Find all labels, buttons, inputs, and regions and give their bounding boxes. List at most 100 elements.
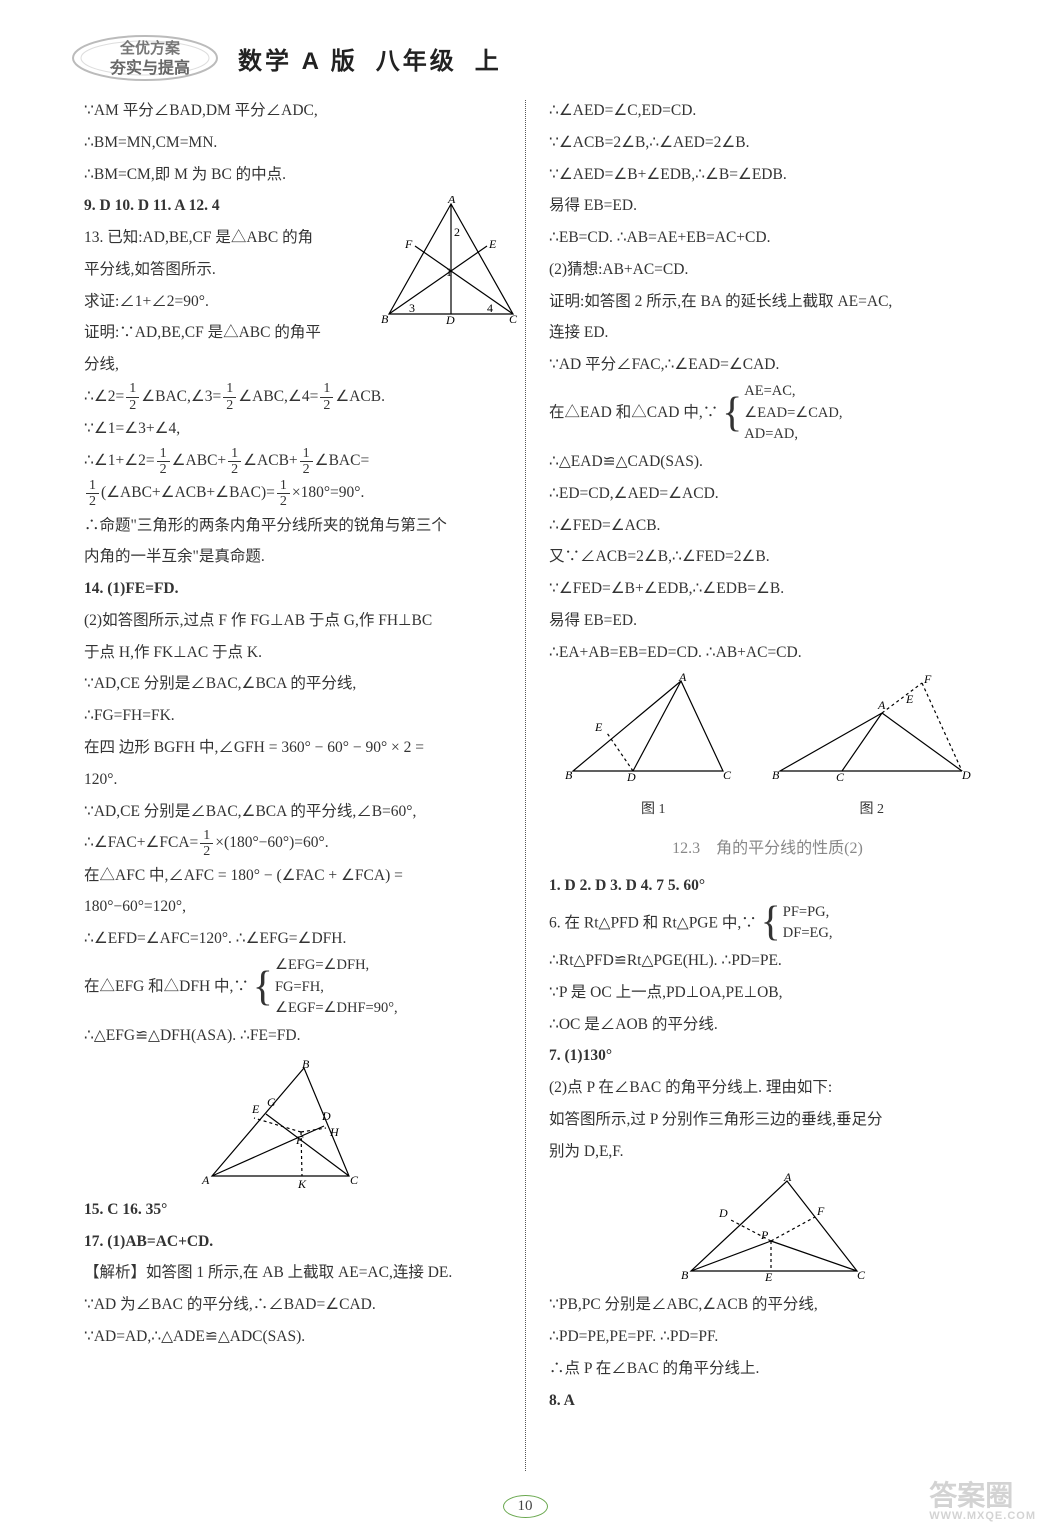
text-line: 易得 EB=ED. <box>549 190 986 222</box>
svg-text:A: A <box>877 698 886 712</box>
svg-text:1: 1 <box>446 265 452 279</box>
text-line: ∵AD 平分∠FAC,∴∠EAD=∠CAD. <box>549 349 986 381</box>
svg-text:D: D <box>718 1206 728 1220</box>
text-line: ∵∠FED=∠B+∠EDB,∴∠EDB=∠B. <box>549 573 986 605</box>
text-line: 14. (1)FE=FD. <box>84 573 521 605</box>
text-line: 在△EAD 和△CAD 中,∵ { AE=AC, ∠EAD=∠CAD, AD=A… <box>549 381 986 446</box>
svg-text:E: E <box>905 692 914 706</box>
figure-row-17: A B C D E 图 1 <box>549 673 986 825</box>
text-line: 连接 ED. <box>549 317 986 349</box>
text-line: ∵∠AED=∠B+∠EDB,∴∠B=∠EDB. <box>549 159 986 191</box>
text-line: ∴ED=CD,∠AED=∠ACD. <box>549 478 986 510</box>
text-line: ∵AD 为∠BAC 的平分线,∴∠BAD=∠CAD. <box>84 1289 521 1321</box>
text-line: ∵∠ACB=2∠B,∴∠AED=2∠B. <box>549 127 986 159</box>
text-line: ∴∠2=12∠BAC,∠3=12∠ABC,∠4=12∠ACB. <box>84 381 521 413</box>
text-line: ∵PB,PC 分别是∠ABC,∠ACB 的平分线, <box>549 1289 986 1321</box>
text-line: ∴EB=CD. ∴AB=AE+EB=AC+CD. <box>549 222 986 254</box>
svg-text:夯实与提高: 夯实与提高 <box>109 58 190 77</box>
figure-17-1: A B C D E <box>563 673 743 783</box>
text-line: 在四 边形 BGFH 中,∠GFH = 360° − 60° − 90° × 2… <box>84 732 521 764</box>
text-line: 180°−60°=120°, <box>84 891 521 923</box>
text-line: (2)猜想:AB+AC=CD. <box>549 254 986 286</box>
text-line: 17. (1)AB=AC+CD. <box>84 1226 521 1258</box>
text-line: 12(∠ABC+∠ACB+∠BAC)=12×180°=90°. <box>84 477 521 509</box>
text-line: ∵AM 平分∠BAD,DM 平分∠ADC, <box>84 95 521 127</box>
svg-text:D: D <box>445 313 455 326</box>
text-line: ∴OC 是∠AOB 的平分线. <box>549 1009 986 1041</box>
svg-text:E: E <box>251 1102 260 1116</box>
text-line: ∴EA+AB=EB=ED=CD. ∴AB+AC=CD. <box>549 637 986 669</box>
text-line: 证明:如答图 2 所示,在 BA 的延长线上截取 AE=AC, <box>549 286 986 318</box>
text-line: ∴∠FED=∠ACB. <box>549 510 986 542</box>
text-line: 9. D 10. D 11. A 12. 4 <box>84 190 381 222</box>
svg-text:B: B <box>302 1058 310 1071</box>
svg-text:E: E <box>764 1270 773 1283</box>
svg-text:C: C <box>836 770 845 783</box>
text-line: 易得 EB=ED. <box>549 605 986 637</box>
text-line: 7. (1)130° <box>549 1040 986 1072</box>
figure-17-2: A B C D E F <box>772 673 972 783</box>
text-line: 8. A <box>549 1385 986 1417</box>
text-line: 120°. <box>84 764 521 796</box>
text-line: ∴∠1+∠2=12∠ABC+12∠ACB+12∠BAC= <box>84 445 521 477</box>
watermark: 答案圈 WWW.MXQE.COM <box>929 1474 1036 1522</box>
page-number: 10 <box>0 1495 1050 1518</box>
text-line: ∵P 是 OC 上一点,PD⊥OA,PE⊥OB, <box>549 977 986 1009</box>
header-subject: 数学 A 版 <box>238 41 358 76</box>
text-line: 求证:∠1+∠2=90°. <box>84 286 381 318</box>
svg-text:F: F <box>923 673 932 686</box>
text-line: ∴命题"三角形的两条内角平分线所夹的锐角与第三个 <box>84 510 521 542</box>
text-line: ∴Rt△PFD≌Rt△PGE(HL). ∴PD=PE. <box>549 945 986 977</box>
watermark-text: 答案圈 <box>929 1480 1013 1511</box>
text-line: ∴FG=FH=FK. <box>84 700 521 732</box>
figure-caption: 图 2 <box>772 796 972 825</box>
text-line: ∴△EAD≌△CAD(SAS). <box>549 446 986 478</box>
text-line: 在△AFC 中,∠AFC = 180° − (∠FAC + ∠FCA) = <box>84 860 521 892</box>
text-line: ∴∠AED=∠C,ED=CD. <box>549 95 986 127</box>
text-line: (2)点 P 在∠BAC 的角平分线上. 理由如下: <box>549 1072 986 1104</box>
text-line: ∵∠1=∠3+∠4, <box>84 413 521 445</box>
text-line: 内角的一半互余"是真命题. <box>84 541 521 573</box>
svg-text:A: A <box>783 1173 792 1184</box>
figure-caption: 图 1 <box>563 796 743 825</box>
figure-q13: A B C D E F 1 2 3 4 <box>381 196 521 326</box>
svg-text:3: 3 <box>409 301 415 315</box>
svg-text:全优方案: 全优方案 <box>119 39 181 57</box>
watermark-url: WWW.MXQE.COM <box>929 1510 1036 1522</box>
header-grade: 八年级 <box>376 41 457 76</box>
text-line: 6. 在 Rt△PFD 和 Rt△PGE 中,∵ { PF=PG, DF=EG, <box>549 902 986 946</box>
text-line: ∴BM=CM,即 M 为 BC 的中点. <box>84 159 521 191</box>
header-term: 上 <box>475 41 502 76</box>
text-line: 在△EFG 和△DFH 中,∵ { ∠EFG=∠DFH, FG=FH, ∠EGF… <box>84 955 521 1020</box>
svg-text:B: B <box>381 312 389 326</box>
right-column: ∴∠AED=∠C,ED=CD. ∵∠ACB=2∠B,∴∠AED=2∠B. ∵∠A… <box>535 95 992 1481</box>
left-column: ∵AM 平分∠BAD,DM 平分∠ADC, ∴BM=MN,CM=MN. ∴BM=… <box>78 95 535 1481</box>
text-line: 分线, <box>84 349 381 381</box>
text-line: 平分线,如答图所示. <box>84 254 381 286</box>
text-line: 于点 H,作 FK⊥AC 于点 K. <box>84 637 521 669</box>
svg-text:C: C <box>723 768 732 782</box>
text-line: 【解析】如答图 1 所示,在 AB 上截取 AE=AC,连接 DE. <box>84 1257 521 1289</box>
svg-text:F: F <box>295 1133 304 1147</box>
svg-text:F: F <box>404 237 413 251</box>
text-line: ∴PD=PE,PE=PF. ∴PD=PF. <box>549 1321 986 1353</box>
svg-text:B: B <box>772 768 780 782</box>
text-line: 如答图所示,过 P 分别作三角形三边的垂线,垂足分 <box>549 1104 986 1136</box>
text-line: ∴∠FAC+∠FCA=12×(180°−60°)=60°. <box>84 827 521 859</box>
text-line: (2)如答图所示,过点 F 作 FG⊥AB 于点 G,作 FH⊥BC <box>84 605 521 637</box>
text-line: ∴△EFG≌△DFH(ASA). ∴FE=FD. <box>84 1020 521 1052</box>
svg-text:A: A <box>678 673 687 684</box>
series-logo: 全优方案 夯实与提高 <box>70 33 220 83</box>
text-line: ∴点 P 在∠BAC 的角平分线上. <box>549 1353 986 1385</box>
svg-text:D: D <box>961 768 971 782</box>
figure-q14: A B C D E F G H K <box>194 1058 384 1188</box>
text-line: 证明:∵AD,BE,CF 是△ABC 的角平 <box>84 317 381 349</box>
text-line: 13. 已知:AD,BE,CF 是△ABC 的角 <box>84 222 381 254</box>
page-header: 全优方案 夯实与提高 数学 A 版 八年级 上 <box>70 28 980 88</box>
svg-text:H: H <box>329 1125 340 1139</box>
svg-text:D: D <box>626 770 636 783</box>
page-number-badge: 10 <box>503 1495 548 1518</box>
section-title: 12.3 角的平分线的性质(2) <box>549 833 986 866</box>
svg-text:2: 2 <box>454 225 460 239</box>
svg-text:K: K <box>297 1177 307 1188</box>
